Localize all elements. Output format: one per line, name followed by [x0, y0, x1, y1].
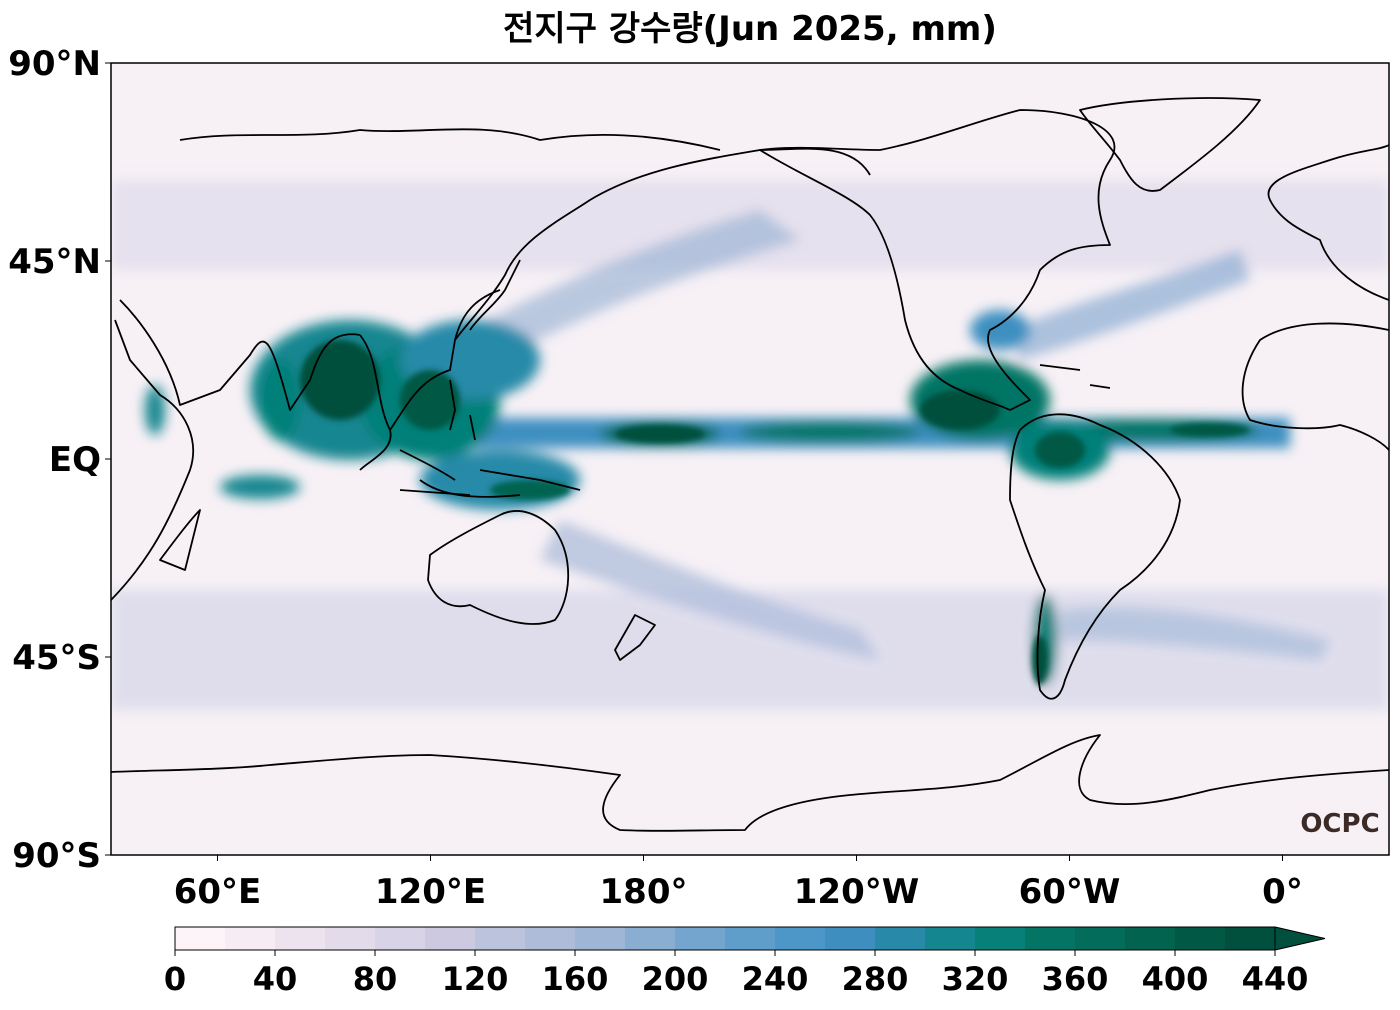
colorbar-segment — [275, 927, 326, 950]
colorbar-segment — [875, 927, 926, 950]
longitude-axis: 60°E 120°E 180° 120°W 60°W 0° — [174, 855, 1303, 912]
colorbar-segment — [625, 927, 676, 950]
colorbar-segment — [475, 927, 526, 950]
colorbar-segment — [1125, 927, 1176, 950]
colorbar-tick-label: 40 — [253, 960, 298, 998]
colorbar-tick-label: 320 — [942, 960, 1009, 998]
colorbar-segment — [1025, 927, 1076, 950]
coastlines — [111, 97, 1389, 832]
colorbar-tick-label: 280 — [842, 960, 909, 998]
coastline-australia — [427, 510, 570, 625]
colorbar — [174, 926, 1326, 951]
ocpc-logo: OCPC — [1300, 809, 1379, 839]
map-title: 전지구 강수량(Jun 2025, mm) — [503, 9, 997, 49]
colorbar-ticks: 0 40 80 120 160 200 240 280 320 360 400 440 — [164, 950, 1309, 998]
colorbar-segment — [375, 927, 426, 950]
coastline-japan — [469, 259, 521, 331]
lon-tick-label: 180° — [600, 872, 688, 912]
colorbar-tick-label: 0 — [164, 960, 186, 998]
colorbar-tick-label: 80 — [353, 960, 398, 998]
colorbar-segment — [775, 927, 826, 950]
lat-tick-label: 90°S — [12, 836, 101, 876]
colorbar-frame — [174, 926, 1276, 951]
coastline-africa — [111, 319, 195, 601]
colorbar-tick-label: 400 — [1142, 960, 1209, 998]
coastline-east-asia — [454, 147, 871, 341]
lon-tick-label: 60°W — [1019, 872, 1121, 912]
precipitation-field — [111, 180, 1389, 710]
colorbar-segment — [725, 927, 776, 950]
coastline-southeast-asia — [359, 289, 501, 471]
colorbar-segment — [425, 927, 476, 950]
lat-tick-label: 45°N — [8, 242, 101, 282]
colorbar-segment — [675, 927, 726, 950]
colorbar-segment — [325, 927, 376, 950]
lon-tick-label: 120°W — [794, 872, 919, 912]
colorbar-segment — [525, 927, 576, 950]
colorbar-tick-label: 360 — [1042, 960, 1109, 998]
colorbar-segment — [175, 927, 226, 950]
lat-tick-label: 90°N — [8, 44, 101, 84]
colorbar-tick-label: 160 — [542, 960, 609, 998]
colorbar-tick-label: 240 — [742, 960, 809, 998]
coastline-north-america — [759, 109, 1116, 411]
lon-tick-label: 0° — [1262, 872, 1303, 912]
latitude-axis: 90°N 45°N EQ 45°S 90°S — [8, 44, 111, 876]
lon-tick-label: 60°E — [174, 872, 262, 912]
coastline-new-zealand — [614, 614, 656, 661]
coastline-antarctica — [111, 734, 1389, 832]
colorbar-segment — [575, 927, 626, 950]
lon-tick-label: 120°E — [375, 872, 486, 912]
colorbar-tick-label: 120 — [442, 960, 509, 998]
lat-tick-label: EQ — [49, 440, 101, 480]
coastline-greenland — [1079, 97, 1261, 192]
precipitation-map — [111, 63, 1389, 855]
coastline-europe-africa — [1267, 144, 1389, 301]
coastline-india — [119, 299, 361, 411]
colorbar-segment — [1075, 927, 1126, 950]
colorbar-segment — [825, 927, 876, 950]
colorbar-segment — [1225, 927, 1276, 950]
colorbar-segment — [1175, 927, 1226, 950]
colorbar-segment — [925, 927, 976, 950]
colorbar-extend-arrow — [1274, 926, 1326, 951]
colorbar-tick-label: 440 — [1242, 960, 1309, 998]
colorbar-segment — [225, 927, 276, 950]
lat-tick-label: 45°S — [12, 638, 101, 678]
colorbar-segment — [975, 927, 1026, 950]
colorbar-tick-label: 200 — [642, 960, 709, 998]
coastline-south-america — [1009, 413, 1181, 700]
